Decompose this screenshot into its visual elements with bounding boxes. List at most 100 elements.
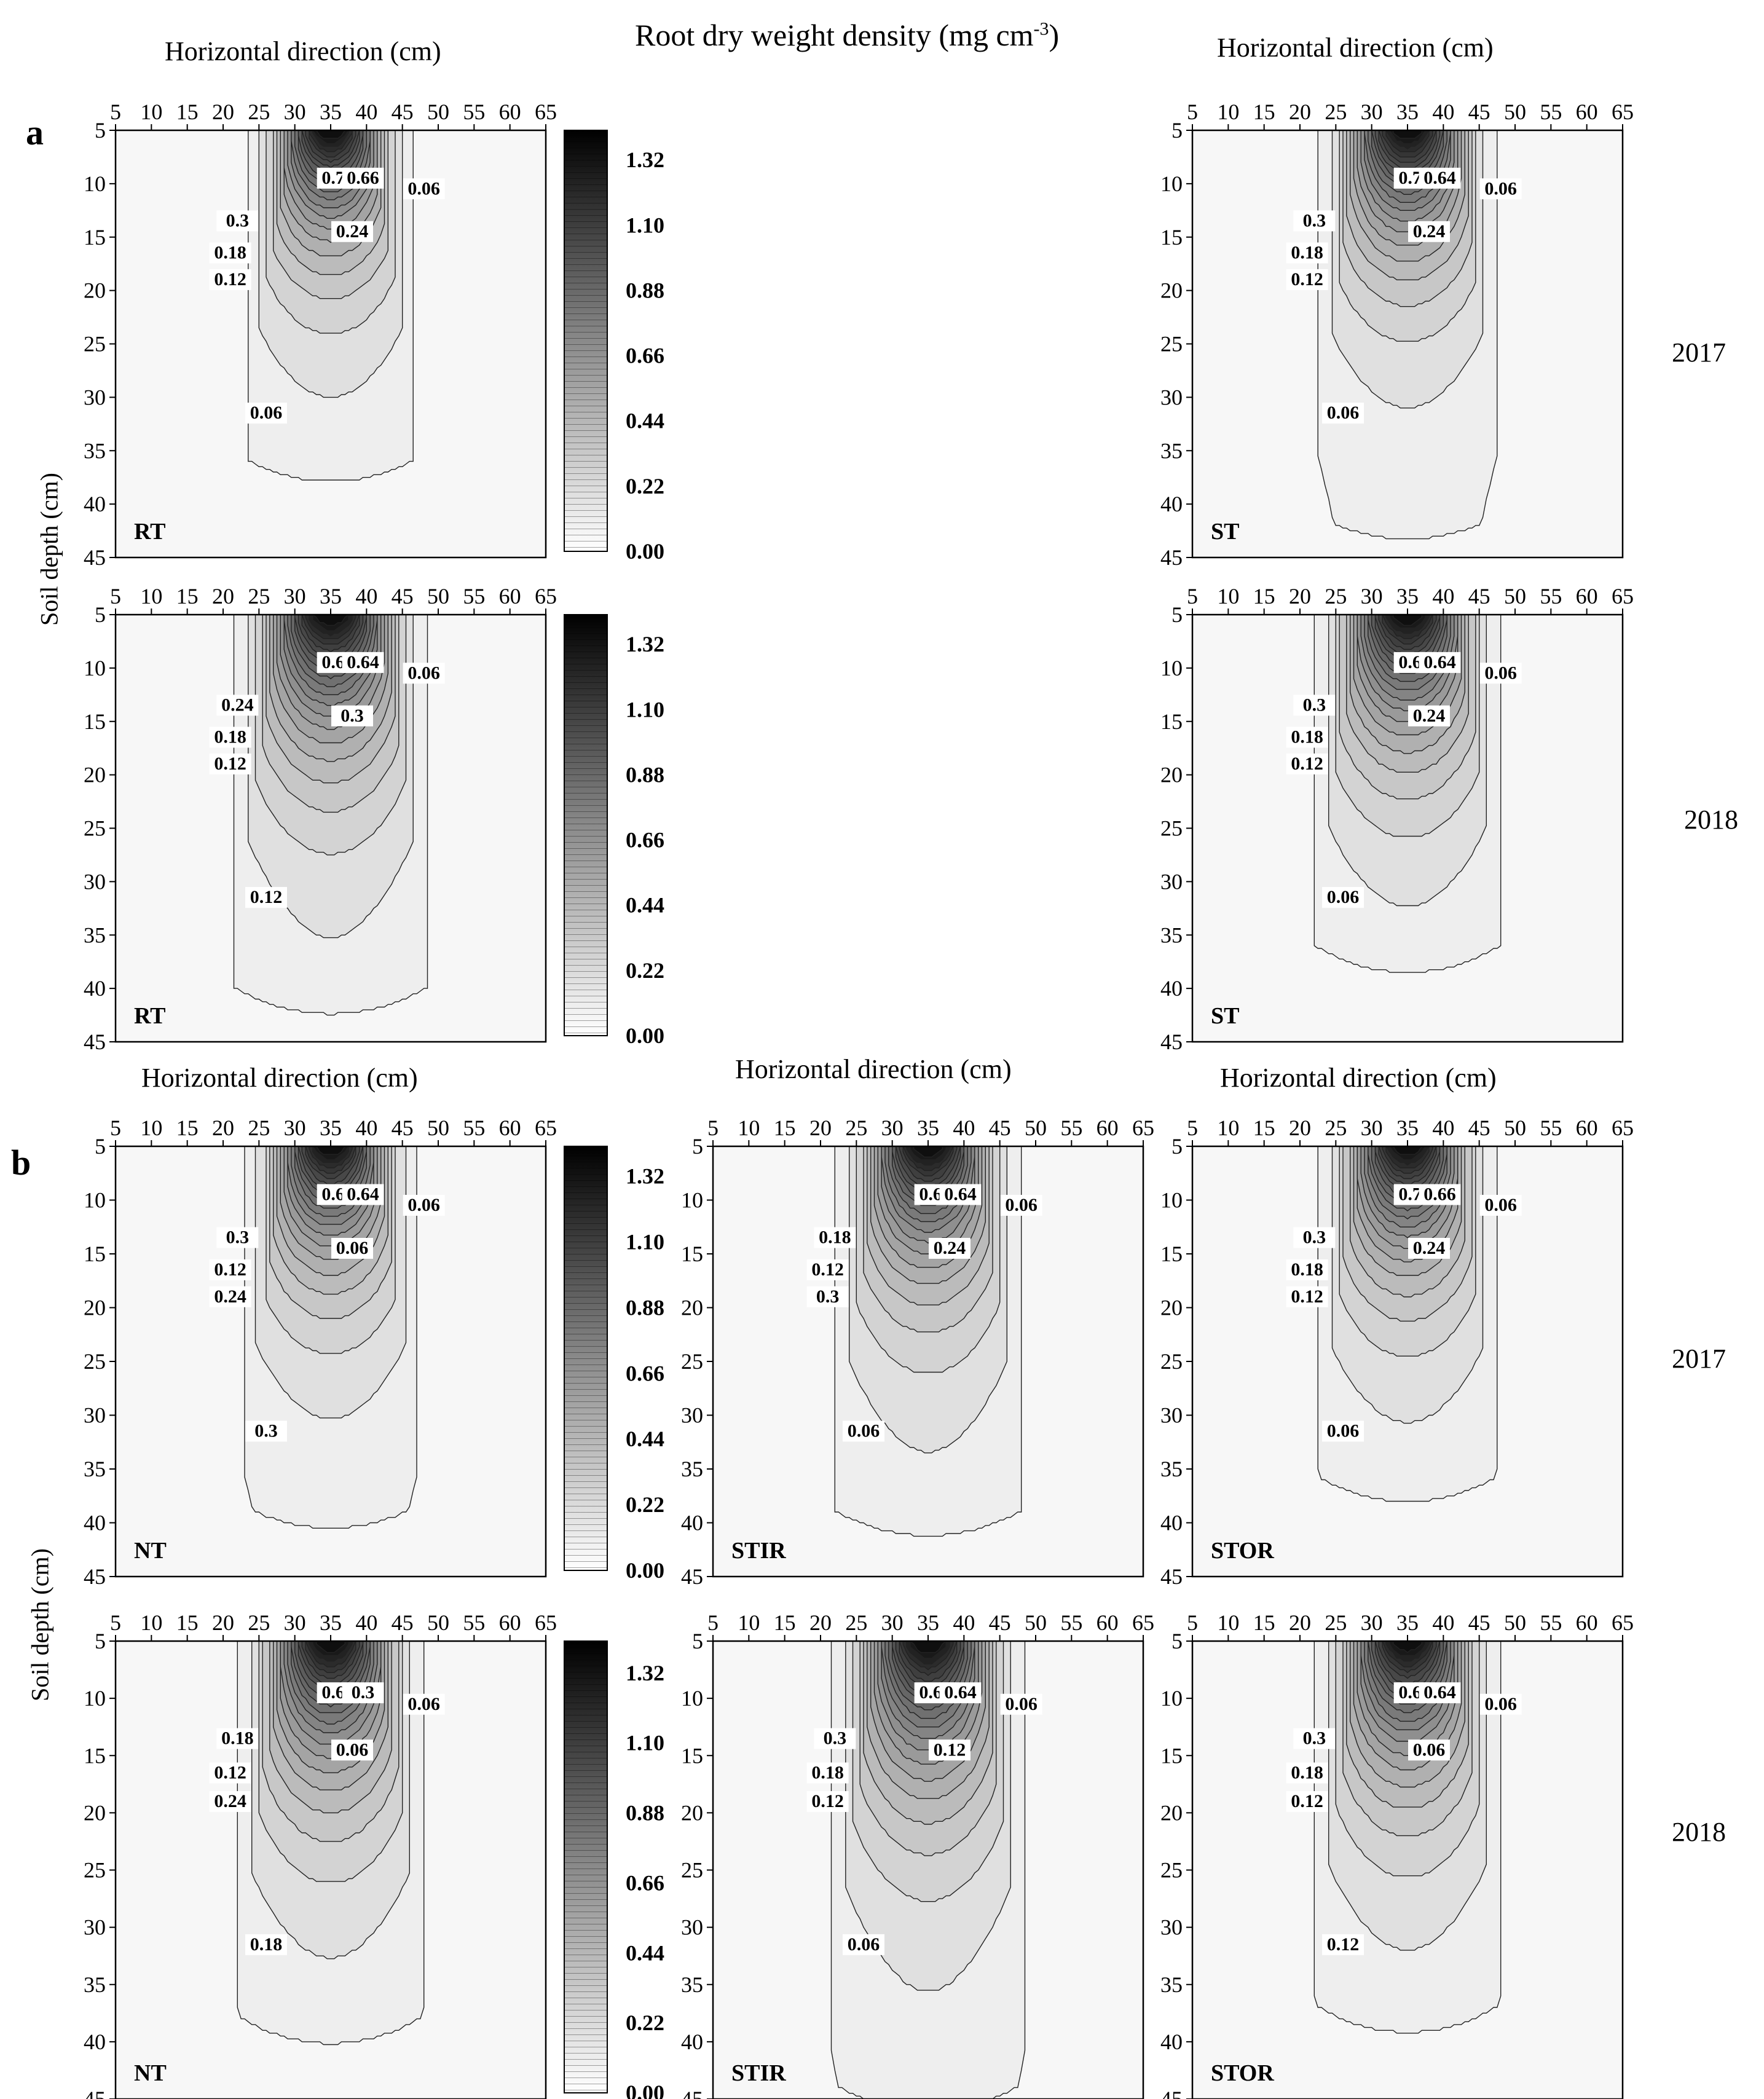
x-tick-label: 50 (1504, 584, 1526, 608)
contour-label: 0.06 (408, 178, 440, 199)
contour-label-bg (1286, 1259, 1328, 1280)
x-tick-label: 10 (140, 100, 162, 124)
contour-label: 0.24 (214, 1286, 246, 1307)
colorbar-tick-label: 1.32 (626, 1661, 664, 1685)
contour-label: 0.18 (819, 1227, 851, 1248)
y-tick-label: 25 (84, 1349, 106, 1374)
contour-label-bg (1322, 1420, 1364, 1442)
y-tick-label: 45 (1160, 1030, 1183, 1054)
x-tick-label: 25 (248, 1116, 270, 1140)
x-tick-label: 15 (1253, 100, 1275, 124)
contour-plot-stir-2017: 5 10 15 20 25 30 35 40 45 50 55 60 65 5 10 15 20 25 30 35 40… (681, 1116, 1154, 1589)
x-tick-label: 60 (1097, 1116, 1119, 1140)
y-tick-label: 15 (681, 1743, 703, 1768)
colorbar-tick-label: 1.32 (626, 1164, 664, 1189)
x-tick-label: 20 (212, 1116, 234, 1140)
y-tick-label: 30 (84, 869, 106, 894)
y-tick-label: 30 (681, 1403, 703, 1428)
y-tick-label: 45 (681, 1564, 703, 1589)
colorbar-tick-label: 0.22 (626, 958, 664, 983)
contour-label: 0.18 (250, 1934, 283, 1955)
contour-label: 0.64 (1423, 652, 1456, 672)
contour-label: 0.18 (1291, 727, 1323, 747)
contour-label-bg (209, 242, 251, 264)
treatment-label: STIR (731, 1538, 786, 1564)
contour-label-bg (1286, 1286, 1328, 1307)
x-tick-label: 50 (1504, 1116, 1526, 1140)
y-tick-label: 40 (681, 2030, 703, 2054)
treatment-label: RT (134, 1003, 165, 1029)
contour-label-bg (1322, 403, 1364, 424)
x-axis-title-a-right: Horizontal direction (cm) (1217, 33, 1494, 63)
contour-plot-nt-2018: 5 10 15 20 25 30 35 40 45 50 55 60 65 5 10 15 20 25 30 35 40… (84, 1610, 557, 2099)
x-tick-label: 65 (1612, 1610, 1634, 1635)
y-tick-label: 5 (692, 1134, 703, 1159)
colorbar-tick-label: 0.00 (626, 1558, 664, 1583)
x-tick-label: 30 (1361, 584, 1383, 608)
treatment-label: NT (134, 2060, 167, 2086)
contour-fill (233, 615, 428, 1016)
contour-label-bg (342, 652, 384, 673)
contour-label-bg (1286, 269, 1328, 290)
x-tick-label: 60 (1576, 100, 1598, 124)
y-tick-label: 15 (84, 709, 106, 734)
x-tick-label: 55 (463, 1116, 485, 1140)
contour-plot-stir-2018: 5 10 15 20 25 30 35 40 45 50 55 60 65 5 10 15 20 25 30 35 40… (681, 1610, 1154, 2099)
contour-label: 0.24 (221, 695, 254, 715)
contour-label-bg (1419, 1184, 1461, 1205)
y-tick-label: 45 (84, 545, 106, 570)
x-tick-label: 60 (1576, 584, 1598, 608)
contour-plot-stor-2017: 5 10 15 20 25 30 35 40 45 50 55 60 65 5 10 15 20 25 30 35 40… (1160, 1116, 1634, 1589)
contour-label-bg (331, 221, 373, 242)
contour-label: 0.12 (1291, 1791, 1323, 1811)
colorbar-stripes (564, 615, 607, 1036)
contour-label-bg (806, 1259, 849, 1280)
y-tick-label: 10 (1160, 656, 1183, 680)
contour-label-bg (1286, 1762, 1328, 1784)
contour-label: 0.18 (1291, 243, 1323, 263)
contour-label-bg (209, 1791, 251, 1813)
x-tick-label: 45 (392, 584, 414, 608)
contour-label-bg (209, 1259, 251, 1280)
x-tick-label: 65 (535, 1116, 557, 1140)
x-tick-label: 10 (140, 1116, 162, 1140)
contour-label-bg (245, 403, 287, 424)
contour-band-1.32 (1393, 1641, 1422, 1653)
contour-label-bg (1000, 1693, 1042, 1715)
contour-plot-rt-2017: 5 10 15 20 25 30 35 40 45 50 55 60 65 5 10 15 20 25 30 35 40… (84, 100, 557, 570)
contour-label: 0.3 (1303, 1227, 1326, 1248)
x-tick-label: 5 (707, 1610, 719, 1635)
contour-label: 0.3 (352, 1682, 375, 1703)
x-tick-label: 50 (1025, 1610, 1047, 1635)
x-tick-label: 60 (1097, 1610, 1119, 1635)
contour-label-bg (342, 167, 384, 189)
y-tick-label: 30 (84, 1403, 106, 1428)
contour-label-bg (939, 1682, 982, 1704)
contour-label-bg (1322, 887, 1364, 908)
y-tick-label: 25 (681, 1349, 703, 1374)
contour-label: 0.3 (1303, 695, 1326, 715)
contour-label-bg (245, 1420, 287, 1442)
x-tick-label: 10 (1217, 100, 1239, 124)
x-tick-label: 65 (535, 584, 557, 608)
y-tick-label: 5 (1171, 1629, 1183, 1653)
y-tick-label: 40 (1160, 2030, 1183, 2054)
contour-label: 0.64 (1423, 168, 1456, 188)
y-tick-label: 30 (84, 1915, 106, 1940)
contour-label-bg (403, 1693, 445, 1715)
y-tick-label: 30 (681, 1915, 703, 1940)
y-tick-label: 35 (84, 1972, 106, 1997)
colorbar-tick-label: 0.66 (626, 344, 664, 368)
contour-label-bg (1286, 753, 1328, 774)
contour-label: 0.06 (1484, 1694, 1517, 1714)
contour-label: 0.18 (1291, 1259, 1323, 1280)
x-tick-label: 35 (320, 584, 342, 608)
x-tick-label: 60 (1576, 1116, 1598, 1140)
y-tick-label: 10 (84, 1188, 106, 1213)
treatment-label: RT (134, 519, 165, 545)
y-tick-label: 40 (1160, 1511, 1183, 1535)
y-tick-label: 25 (84, 816, 106, 841)
y-tick-label: 40 (84, 492, 106, 516)
x-tick-label: 45 (989, 1610, 1011, 1635)
x-tick-label: 50 (427, 1610, 449, 1635)
